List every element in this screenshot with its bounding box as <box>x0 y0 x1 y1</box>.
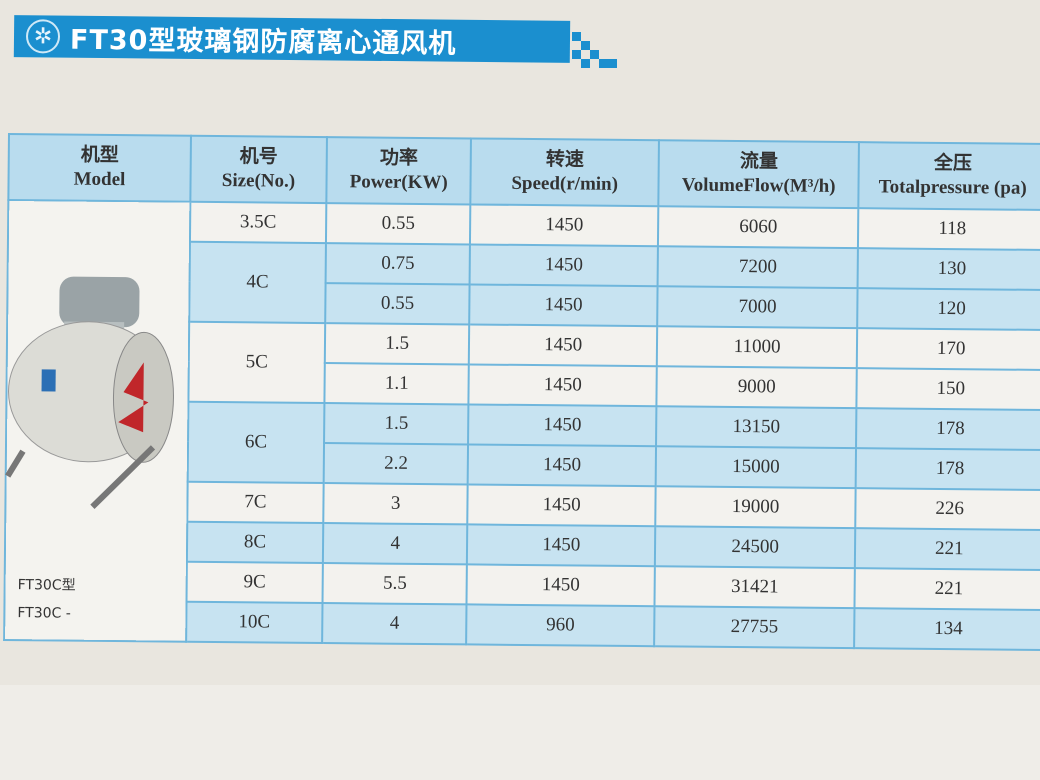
column-header: 功率 Power(KW) <box>326 137 472 205</box>
power-cell: 5.5 <box>322 563 468 605</box>
column-header-cn: 流量 <box>739 151 778 173</box>
pressure-cell: 150 <box>856 368 1040 410</box>
speed-cell: 1450 <box>467 524 656 567</box>
speed-cell: 1450 <box>470 204 659 247</box>
column-header-en: Totalpressure (pa) <box>878 176 1027 199</box>
size-cell: 10C <box>186 601 323 644</box>
pressure-cell: 170 <box>857 328 1040 370</box>
pressure-cell: 221 <box>855 528 1040 570</box>
flow-cell: 15000 <box>655 446 857 489</box>
flow-cell: 7200 <box>657 246 859 289</box>
column-header-cn: 机型 <box>80 144 119 167</box>
flow-cell: 24500 <box>654 526 856 569</box>
power-cell: 1.5 <box>324 323 470 365</box>
column-header-en: Power(KW) <box>349 171 448 194</box>
column-header: 机号 Size(No.) <box>190 135 327 204</box>
speed-cell: 1450 <box>468 444 656 487</box>
size-cell: 4C <box>189 241 326 324</box>
speed-cell: 1450 <box>466 564 655 607</box>
column-header-cn: 全压 <box>933 152 973 175</box>
column-header-en: VolumeFlow(M³/h) <box>681 174 836 197</box>
model-cell: FT30C型 FT30C - <box>4 200 191 642</box>
power-cell: 0.55 <box>325 203 471 245</box>
flow-cell: 19000 <box>655 486 857 529</box>
flow-cell: 11000 <box>656 326 858 369</box>
flow-cell: 31421 <box>654 566 856 609</box>
page-margin <box>0 685 1040 780</box>
column-header-cn: 机号 <box>239 146 278 168</box>
flow-cell: 9000 <box>656 366 858 409</box>
power-cell: 4 <box>322 523 468 565</box>
pressure-cell: 178 <box>856 408 1040 450</box>
speed-cell: 1450 <box>469 284 658 327</box>
size-cell: 3.5C <box>189 201 327 244</box>
power-cell: 1.5 <box>323 403 469 445</box>
pressure-cell: 178 <box>856 448 1040 490</box>
column-header-cn: 功率 <box>379 147 419 169</box>
pressure-cell: 226 <box>855 488 1040 530</box>
model-label: FT30C - <box>17 605 71 622</box>
column-header: 机型 Model <box>8 134 191 202</box>
flow-cell: 6060 <box>657 206 859 249</box>
pressure-cell: 221 <box>854 568 1040 610</box>
spec-table: 机型 Model 机号 Size(No.) 功率 Power(KW) 转速 Speed(r/m… <box>3 133 1040 651</box>
column-header-en: Speed(r/min) <box>511 172 619 195</box>
page-title: FT30型玻璃钢防腐离心通风机 <box>69 24 457 60</box>
column-header: 转速 Speed(r/min) <box>470 138 659 207</box>
fan-icon: ✲ <box>25 19 61 54</box>
flow-cell: 13150 <box>655 406 857 449</box>
title-banner: ✲ FT30型玻璃钢防腐离心通风机 <box>13 15 571 63</box>
column-header-en: Model <box>73 168 126 191</box>
power-cell: 1.1 <box>324 363 470 405</box>
speed-cell: 1450 <box>470 244 658 287</box>
column-header-en: Size(No.) <box>221 170 296 192</box>
speed-cell: 1450 <box>467 484 656 527</box>
pressure-cell: 134 <box>854 608 1040 650</box>
speed-cell: 1450 <box>469 324 658 367</box>
power-cell: 3 <box>323 483 469 525</box>
column-header: 全压 Totalpressure (pa) <box>858 142 1040 210</box>
pressure-cell: 120 <box>857 288 1040 330</box>
column-header: 流量 VolumeFlow(M³/h) <box>658 140 860 209</box>
model-label: FT30C型 <box>17 577 76 594</box>
speed-cell: 1450 <box>468 364 657 407</box>
size-cell: 5C <box>188 321 326 404</box>
size-cell: 8C <box>186 521 324 564</box>
checker-decoration <box>572 32 622 74</box>
size-cell: 7C <box>187 481 324 524</box>
fan-product-image <box>5 276 174 509</box>
power-cell: 0.75 <box>325 243 471 285</box>
power-cell: 2.2 <box>323 443 469 485</box>
table-row: FT30C型 FT30C -3.5C 0.55 1450 6060 118 <box>4 200 1040 642</box>
size-cell: 9C <box>186 561 323 604</box>
flow-cell: 7000 <box>657 286 858 329</box>
pressure-cell: 118 <box>858 208 1040 250</box>
power-cell: 0.55 <box>325 283 471 325</box>
flow-cell: 27755 <box>653 606 855 649</box>
pressure-cell: 130 <box>857 248 1040 290</box>
power-cell: 4 <box>322 603 467 645</box>
speed-cell: 960 <box>466 604 655 647</box>
size-cell: 6C <box>187 401 325 484</box>
speed-cell: 1450 <box>468 404 657 447</box>
column-header-cn: 转速 <box>545 149 585 171</box>
